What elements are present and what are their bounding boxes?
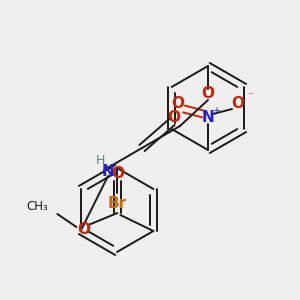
Text: +: + — [212, 106, 220, 116]
Text: H: H — [95, 154, 105, 166]
Text: CH₃: CH₃ — [27, 200, 48, 214]
Text: O: O — [202, 86, 214, 101]
Text: O: O — [77, 221, 90, 236]
Text: O: O — [232, 95, 244, 110]
Text: N: N — [102, 164, 114, 179]
Text: Br: Br — [107, 196, 127, 211]
Text: ⁻: ⁻ — [247, 91, 253, 101]
Text: N: N — [202, 110, 214, 125]
Text: O: O — [172, 95, 184, 110]
Text: O: O — [167, 110, 181, 124]
Text: O: O — [111, 167, 124, 182]
